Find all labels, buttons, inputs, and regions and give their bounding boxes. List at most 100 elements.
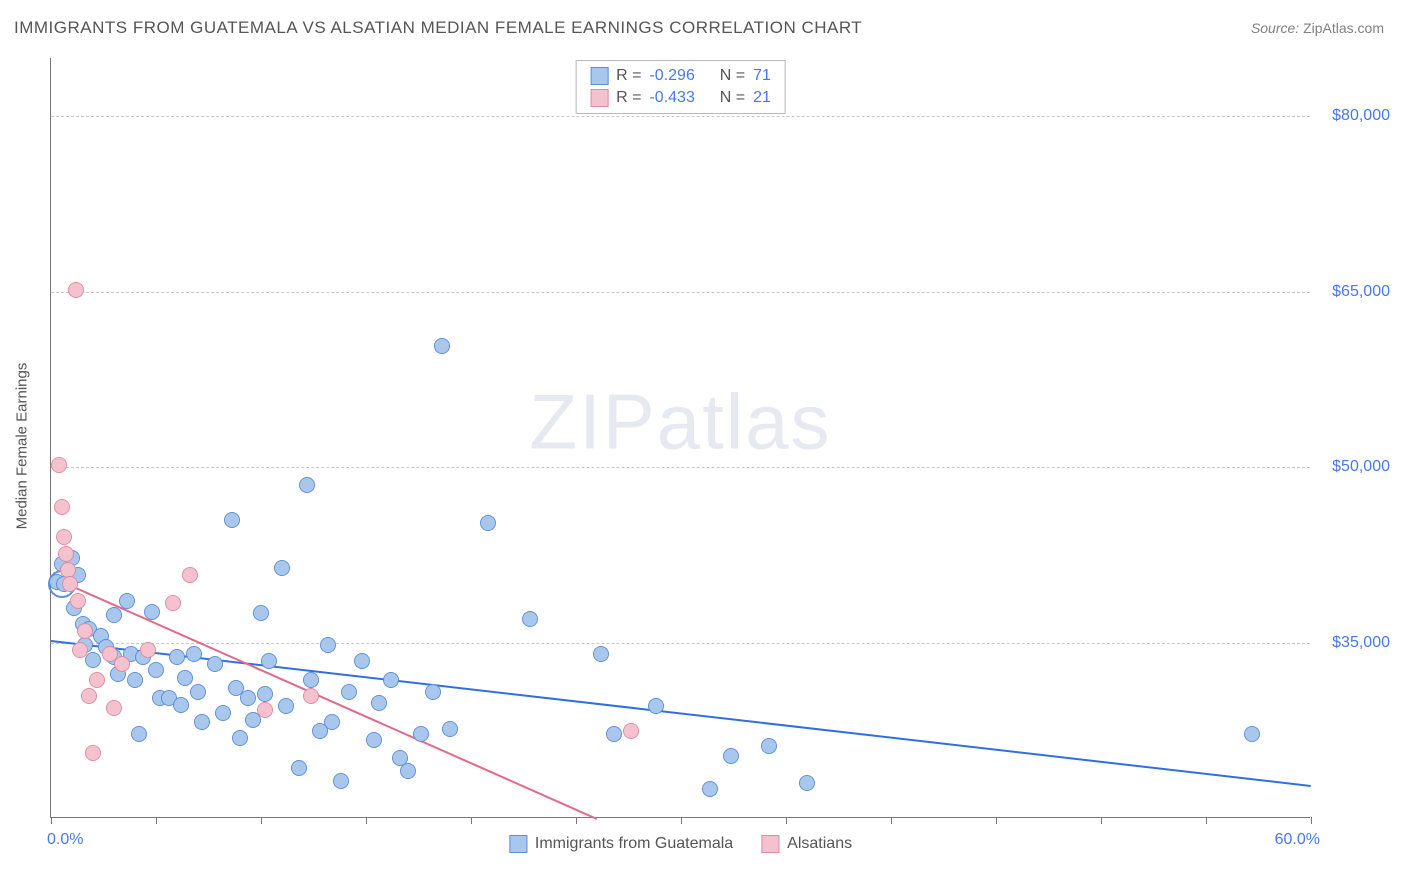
- data-point-guatemala: [131, 726, 147, 742]
- data-point-guatemala: [702, 781, 718, 797]
- legend-label-guatemala: Immigrants from Guatemala: [535, 835, 733, 853]
- data-point-guatemala: [253, 605, 269, 621]
- gridline: [51, 467, 1310, 468]
- data-point-guatemala: [371, 695, 387, 711]
- data-point-guatemala: [127, 672, 143, 688]
- n-value-alsatians: 21: [753, 89, 771, 107]
- data-point-alsatians: [56, 529, 72, 545]
- stats-legend: R = -0.296 N = 71 R = -0.433 N = 21: [575, 60, 786, 114]
- r-label: R =: [616, 67, 641, 85]
- data-point-guatemala: [190, 684, 206, 700]
- data-point-guatemala: [354, 653, 370, 669]
- x-tick: [891, 817, 892, 824]
- stats-row-guatemala: R = -0.296 N = 71: [576, 65, 785, 87]
- data-point-guatemala: [261, 653, 277, 669]
- stats-row-alsatians: R = -0.433 N = 21: [576, 87, 785, 109]
- data-point-alsatians: [72, 642, 88, 658]
- legend-label-alsatians: Alsatians: [787, 835, 852, 853]
- data-point-guatemala: [274, 560, 290, 576]
- data-point-guatemala: [366, 732, 382, 748]
- data-point-guatemala: [207, 656, 223, 672]
- data-point-alsatians: [623, 723, 639, 739]
- data-point-guatemala: [320, 637, 336, 653]
- data-point-guatemala: [232, 730, 248, 746]
- scatter-plot-area: ZIPatlas R = -0.296 N = 71 R = -0.433 N …: [50, 58, 1310, 818]
- data-point-guatemala: [303, 672, 319, 688]
- data-point-alsatians: [51, 457, 67, 473]
- data-point-guatemala: [593, 646, 609, 662]
- watermark-atlas: atlas: [657, 378, 832, 466]
- n-label: N =: [720, 67, 745, 85]
- swatch-alsatians: [590, 89, 608, 107]
- x-tick: [51, 817, 52, 824]
- data-point-alsatians: [114, 656, 130, 672]
- x-tick: [1311, 817, 1312, 824]
- data-point-guatemala: [148, 662, 164, 678]
- r-label: R =: [616, 89, 641, 107]
- data-point-alsatians: [68, 282, 84, 298]
- data-point-alsatians: [81, 688, 97, 704]
- data-point-guatemala: [522, 611, 538, 627]
- legend-item-alsatians: Alsatians: [761, 835, 852, 853]
- y-tick-label: $50,000: [1332, 458, 1390, 476]
- chart-title: IMMIGRANTS FROM GUATEMALA VS ALSATIAN ME…: [14, 18, 862, 38]
- data-point-guatemala: [425, 684, 441, 700]
- data-point-alsatians: [54, 499, 70, 515]
- data-point-alsatians: [70, 593, 86, 609]
- x-tick: [996, 817, 997, 824]
- data-point-guatemala: [1244, 726, 1260, 742]
- data-point-alsatians: [85, 745, 101, 761]
- data-point-guatemala: [434, 338, 450, 354]
- data-point-guatemala: [400, 763, 416, 779]
- source-label: Source:: [1251, 20, 1299, 36]
- source-attribution: Source: ZipAtlas.com: [1251, 20, 1384, 36]
- data-point-guatemala: [257, 686, 273, 702]
- x-tick: [156, 817, 157, 824]
- x-tick: [1206, 817, 1207, 824]
- data-point-guatemala: [224, 512, 240, 528]
- x-axis-max-label: 60.0%: [1275, 831, 1320, 849]
- data-point-guatemala: [799, 775, 815, 791]
- data-point-alsatians: [58, 546, 74, 562]
- data-point-guatemala: [85, 652, 101, 668]
- data-point-alsatians: [62, 576, 78, 592]
- data-point-guatemala: [413, 726, 429, 742]
- n-value-guatemala: 71: [753, 67, 771, 85]
- gridline: [51, 643, 1310, 644]
- data-point-alsatians: [106, 700, 122, 716]
- r-value-guatemala: -0.296: [649, 67, 694, 85]
- legend-item-guatemala: Immigrants from Guatemala: [509, 835, 733, 853]
- data-point-guatemala: [119, 593, 135, 609]
- data-point-alsatians: [165, 595, 181, 611]
- x-tick: [681, 817, 682, 824]
- data-point-guatemala: [291, 760, 307, 776]
- x-tick: [471, 817, 472, 824]
- data-point-guatemala: [144, 604, 160, 620]
- data-point-alsatians: [257, 702, 273, 718]
- r-value-alsatians: -0.433: [649, 89, 694, 107]
- data-point-guatemala: [761, 738, 777, 754]
- x-tick: [576, 817, 577, 824]
- data-point-guatemala: [169, 649, 185, 665]
- swatch-guatemala: [590, 67, 608, 85]
- trend-line-guatemala: [51, 640, 1311, 787]
- data-point-guatemala: [442, 721, 458, 737]
- data-point-guatemala: [383, 672, 399, 688]
- watermark: ZIPatlas: [529, 377, 831, 468]
- data-point-guatemala: [341, 684, 357, 700]
- x-tick: [261, 817, 262, 824]
- data-point-guatemala: [333, 773, 349, 789]
- gridline: [51, 292, 1310, 293]
- x-axis-min-label: 0.0%: [47, 831, 83, 849]
- watermark-zip: ZIP: [529, 378, 656, 466]
- legend-swatch-alsatians: [761, 835, 779, 853]
- data-point-guatemala: [215, 705, 231, 721]
- data-point-guatemala: [177, 670, 193, 686]
- data-point-guatemala: [299, 477, 315, 493]
- x-tick: [1101, 817, 1102, 824]
- y-axis-label: Median Female Earnings: [14, 363, 31, 530]
- n-label: N =: [720, 89, 745, 107]
- data-point-guatemala: [648, 698, 664, 714]
- data-point-guatemala: [480, 515, 496, 531]
- legend-swatch-guatemala: [509, 835, 527, 853]
